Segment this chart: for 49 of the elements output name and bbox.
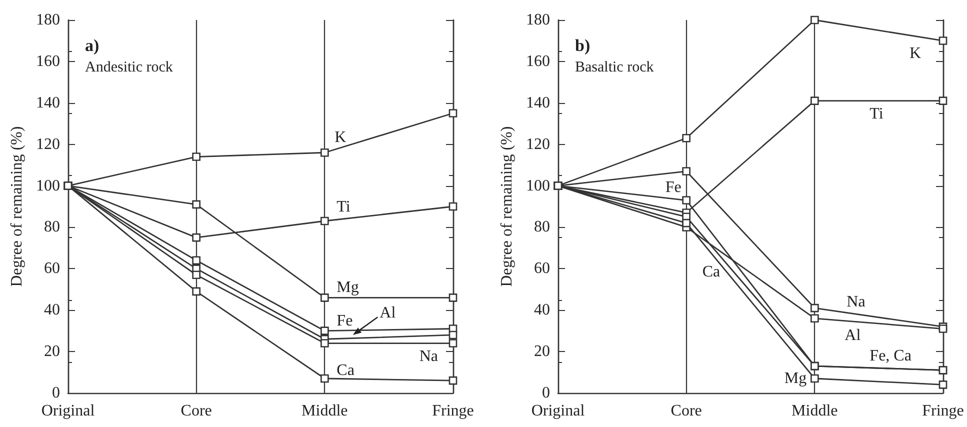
- text: Andesitic rock: [85, 60, 174, 76]
- annotation: Ti: [870, 105, 884, 122]
- annotation: Ca: [702, 263, 720, 280]
- y-tick-label: 180: [36, 12, 60, 28]
- y-tick-label: 160: [526, 52, 550, 70]
- y-tick-label: 80: [534, 218, 550, 236]
- y-tick-label: 80: [44, 218, 60, 236]
- y-tick-label: 180: [526, 12, 550, 28]
- x-tick-label: Fringe: [432, 402, 474, 420]
- y-tick-label: 0: [52, 384, 60, 402]
- y-tick-label: 160: [36, 52, 60, 70]
- x-tick-label: Middle: [792, 402, 838, 420]
- annotation: Al: [380, 304, 396, 322]
- y-tick-label: 60: [534, 260, 550, 278]
- x-tick-label: Middle: [302, 402, 348, 420]
- y-tick-label: 40: [534, 302, 550, 319]
- text: b): [575, 36, 590, 55]
- annotation: Al: [844, 326, 862, 344]
- y-tick-label: 20: [534, 343, 550, 360]
- y-tick-label: 40: [44, 302, 60, 319]
- y-tick-label: 140: [36, 94, 60, 112]
- annotation: Mg: [784, 370, 807, 387]
- text: Basaltic rock: [575, 60, 654, 76]
- y-tick-label: 120: [526, 136, 550, 153]
- text: a): [85, 36, 100, 55]
- annotation: K: [334, 129, 347, 146]
- annotation: Fe, Ca: [870, 348, 912, 365]
- x-tick-label: Original: [531, 402, 586, 420]
- x-tick-label: Fringe: [922, 402, 964, 420]
- annotation: Na: [846, 294, 866, 311]
- y-axis-title: Degree of remaining (%): [8, 126, 26, 287]
- annotation: Fe: [665, 178, 682, 196]
- y-tick-label: 140: [526, 94, 550, 112]
- y-tick-label: 0: [542, 384, 550, 402]
- x-tick-label: Core: [180, 402, 212, 420]
- x-tick-label: Original: [41, 402, 96, 420]
- y-axis-title: Degree of remaining (%): [498, 126, 516, 287]
- annotation: K: [909, 45, 922, 62]
- y-tick-label: 60: [44, 260, 60, 278]
- annotation: Ti: [336, 198, 351, 216]
- y-tick-label: 100: [526, 177, 550, 194]
- x-tick-label: Core: [670, 402, 702, 420]
- y-tick-label: 100: [36, 177, 60, 194]
- annotation: Mg: [336, 279, 359, 296]
- annotation: Na: [419, 348, 438, 365]
- annotation: Fe: [336, 312, 353, 330]
- y-tick-label: 120: [36, 136, 60, 153]
- y-tick-label: 20: [44, 343, 60, 360]
- annotation: Ca: [336, 362, 354, 379]
